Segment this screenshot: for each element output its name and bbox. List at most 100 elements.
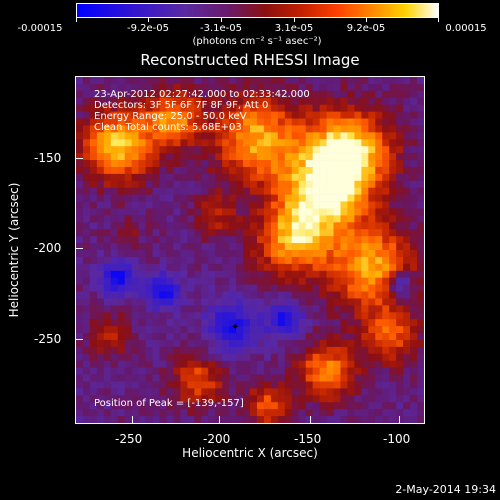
image-pixel xyxy=(277,305,286,313)
image-pixel xyxy=(96,388,105,396)
image-pixel xyxy=(263,312,272,320)
image-pixel xyxy=(222,215,230,223)
image-pixel xyxy=(250,374,258,382)
image-pixel xyxy=(410,326,418,334)
image-pixel xyxy=(82,222,91,230)
image-pixel xyxy=(263,125,272,133)
image-pixel xyxy=(368,77,376,85)
image-pixel xyxy=(103,326,112,334)
image-pixel xyxy=(340,381,348,389)
image-pixel xyxy=(270,263,279,272)
image-pixel xyxy=(389,201,397,209)
image-pixel xyxy=(208,333,216,341)
image-pixel xyxy=(389,153,397,161)
image-pixel xyxy=(375,250,383,258)
image-pixel xyxy=(103,402,112,410)
image-pixel xyxy=(215,90,223,99)
image-pixel xyxy=(312,222,320,230)
image-pixel xyxy=(347,360,355,368)
image-pixel xyxy=(76,402,84,410)
image-pixel xyxy=(410,284,418,292)
image-pixel xyxy=(270,388,279,396)
image-pixel xyxy=(250,104,258,112)
image-pixel xyxy=(201,97,209,105)
image-pixel xyxy=(291,132,300,140)
image-pixel xyxy=(215,215,223,223)
image-pixel xyxy=(131,77,139,85)
image-pixel xyxy=(417,153,424,161)
image-pixel xyxy=(89,153,98,161)
image-pixel xyxy=(124,125,132,133)
image-pixel xyxy=(180,326,188,334)
image-pixel xyxy=(375,374,383,382)
image-pixel xyxy=(312,187,320,195)
image-pixel xyxy=(76,215,84,223)
image-pixel xyxy=(208,104,216,112)
image-pixel xyxy=(166,160,174,168)
image-pixel xyxy=(138,381,146,389)
colorbar-tick xyxy=(148,18,149,22)
image-pixel xyxy=(131,104,139,112)
image-pixel xyxy=(263,395,272,403)
image-pixel xyxy=(305,132,313,140)
image-pixel xyxy=(145,83,153,92)
image-pixel xyxy=(131,166,139,175)
image-pixel xyxy=(250,402,258,410)
image-pixel xyxy=(396,215,404,223)
image-pixel xyxy=(375,333,383,341)
image-pixel xyxy=(117,160,126,168)
image-pixel xyxy=(201,367,209,375)
image-pixel xyxy=(403,395,411,403)
image-pixel xyxy=(375,388,383,396)
image-pixel xyxy=(236,284,244,292)
image-pixel xyxy=(256,388,265,396)
image-pixel xyxy=(319,118,327,126)
image-pixel xyxy=(215,180,223,189)
image-pixel xyxy=(138,125,146,133)
image-pixel xyxy=(187,305,195,313)
image-pixel xyxy=(180,90,188,99)
image-pixel xyxy=(305,305,313,313)
image-pixel xyxy=(236,118,244,126)
image-pixel xyxy=(208,118,216,126)
image-pixel xyxy=(215,367,223,375)
image-pixel xyxy=(173,395,181,403)
image-pixel xyxy=(382,319,390,327)
image-pixel xyxy=(208,194,216,202)
image-pixel xyxy=(173,353,181,362)
image-pixel xyxy=(305,277,313,285)
image-pixel xyxy=(117,360,126,368)
image-pixel xyxy=(159,270,167,278)
image-pixel xyxy=(396,250,404,258)
image-pixel xyxy=(124,180,132,189)
image-pixel xyxy=(180,118,188,126)
image-pixel xyxy=(256,83,265,92)
image-pixel xyxy=(76,250,84,258)
image-pixel xyxy=(298,305,306,313)
image-pixel xyxy=(131,284,139,292)
image-pixel xyxy=(229,256,237,265)
image-pixel xyxy=(215,291,223,299)
image-pixel xyxy=(347,270,355,278)
image-pixel xyxy=(284,146,293,154)
image-pixel xyxy=(368,125,376,133)
image-pixel xyxy=(291,381,300,389)
image-pixel xyxy=(103,153,112,161)
image-pixel xyxy=(89,416,98,423)
image-pixel xyxy=(187,173,195,182)
image-pixel xyxy=(347,222,355,230)
image-pixel xyxy=(389,367,397,375)
image-pixel xyxy=(166,166,174,175)
image-pixel xyxy=(159,346,167,355)
image-pixel xyxy=(284,111,293,119)
image-pixel xyxy=(410,277,418,285)
image-pixel xyxy=(361,339,369,348)
image-pixel xyxy=(243,111,251,119)
image-pixel xyxy=(250,208,258,216)
image-pixel xyxy=(403,104,411,112)
image-pixel xyxy=(159,97,167,105)
image-pixel xyxy=(312,305,320,313)
image-pixel xyxy=(389,215,397,223)
image-pixel xyxy=(389,277,397,285)
image-pixel xyxy=(417,160,424,168)
